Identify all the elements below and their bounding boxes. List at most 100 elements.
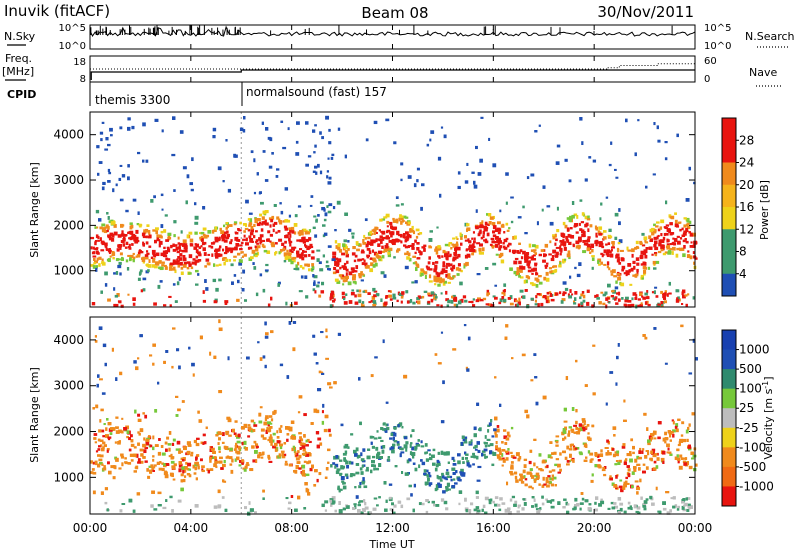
- echo-cell: [99, 237, 102, 242]
- echo-cell: [180, 457, 184, 461]
- echo-cell: [424, 481, 429, 486]
- echo-cell: [461, 474, 466, 477]
- power-colorbar-label: Power [dB]: [758, 180, 771, 240]
- echo-cell: [255, 230, 258, 233]
- echo-cell: [144, 414, 148, 419]
- echo-cell: [341, 480, 345, 483]
- echo-cell: [224, 301, 228, 306]
- echo-cell: [535, 284, 539, 288]
- echo-cell: [297, 411, 301, 414]
- echo-cell: [242, 223, 247, 226]
- echo-cell: [590, 458, 594, 461]
- echo-cell: [690, 451, 695, 455]
- echo-cell: [425, 499, 429, 502]
- echo-cell: [203, 234, 208, 239]
- echo-cell: [442, 490, 446, 494]
- echo-cell: [463, 472, 466, 475]
- echo-cell: [587, 432, 590, 435]
- echo-cell: [187, 444, 192, 447]
- velocity-frame: [89, 316, 696, 515]
- echo-cell: [330, 156, 334, 160]
- echo-cell: [134, 409, 137, 414]
- echo-cell: [294, 214, 298, 218]
- echo-cell: [684, 457, 688, 461]
- echo-cell: [336, 280, 341, 284]
- echo-cell: [646, 427, 649, 431]
- echo-cell: [297, 261, 300, 266]
- echo-cell: [547, 475, 551, 478]
- echo-cell: [401, 471, 404, 475]
- echo-cell: [571, 214, 575, 219]
- echo-cell: [600, 291, 604, 294]
- echo-cell: [176, 258, 179, 262]
- echo-cell: [560, 243, 565, 246]
- echo-cell: [574, 504, 578, 507]
- echo-cell: [680, 324, 684, 328]
- echo-cell: [94, 241, 97, 246]
- echo-cell: [645, 247, 649, 250]
- echo-cell: [104, 271, 108, 276]
- echo-cell: [339, 266, 342, 270]
- echo-cell: [645, 466, 649, 470]
- echo-cell: [379, 456, 383, 459]
- echo-cell: [491, 246, 495, 249]
- echo-cell: [165, 463, 170, 466]
- echo-cell: [270, 441, 273, 446]
- echo-cell: [100, 138, 103, 142]
- echo-cell: [688, 372, 693, 375]
- freq-right-tick-top: 60: [704, 56, 717, 67]
- echo-cell: [417, 439, 420, 442]
- echo-cell: [186, 261, 191, 264]
- echo-cell: [429, 456, 433, 461]
- echo-cell: [668, 451, 672, 454]
- echo-cell: [226, 230, 229, 234]
- echo-cell: [447, 273, 451, 278]
- echo-cell: [276, 216, 280, 220]
- echo-cell: [354, 281, 357, 285]
- echo-cell: [419, 232, 423, 235]
- echo-cell: [233, 259, 236, 262]
- echo-cell: [141, 258, 146, 262]
- echo-cell: [678, 441, 681, 446]
- echo-cell: [621, 265, 626, 270]
- echo-cell: [304, 229, 308, 233]
- colorbar-swatch: [722, 162, 736, 186]
- echo-cell: [269, 233, 274, 237]
- echo-cell: [505, 450, 509, 453]
- echo-cell: [421, 295, 425, 299]
- echo-cell: [689, 245, 694, 248]
- echo-cell: [143, 437, 146, 441]
- echo-cell: [398, 239, 401, 242]
- echo-cell: [631, 248, 635, 253]
- echo-cell: [559, 248, 563, 252]
- echo-cell: [372, 287, 376, 292]
- echo-cell: [103, 444, 107, 447]
- echo-cell: [505, 237, 509, 240]
- echo-cell: [421, 461, 426, 466]
- echo-cell: [622, 443, 626, 447]
- echo-cell: [542, 476, 545, 481]
- echo-cell: [608, 163, 612, 167]
- echo-cell: [142, 241, 145, 246]
- echo-cell: [304, 263, 309, 267]
- echo-cell: [290, 420, 295, 424]
- echo-cell: [177, 262, 181, 265]
- echo-cell: [195, 255, 199, 259]
- echo-cell: [672, 433, 675, 438]
- echo-cell: [527, 260, 531, 264]
- echo-cell: [572, 243, 575, 247]
- echo-cell: [225, 226, 228, 230]
- echo-cell: [478, 428, 481, 431]
- echo-cell: [392, 219, 397, 223]
- echo-cell: [145, 241, 149, 245]
- echo-cell: [563, 498, 567, 501]
- echo-cell: [466, 460, 470, 463]
- echo-cell: [301, 471, 305, 476]
- echo-cell: [678, 465, 683, 470]
- echo-cell: [392, 511, 396, 515]
- echo-cell: [688, 166, 692, 171]
- echo-cell: [167, 443, 172, 446]
- echo-cell: [514, 500, 518, 504]
- echo-cell: [444, 280, 447, 284]
- echo-cell: [647, 451, 650, 456]
